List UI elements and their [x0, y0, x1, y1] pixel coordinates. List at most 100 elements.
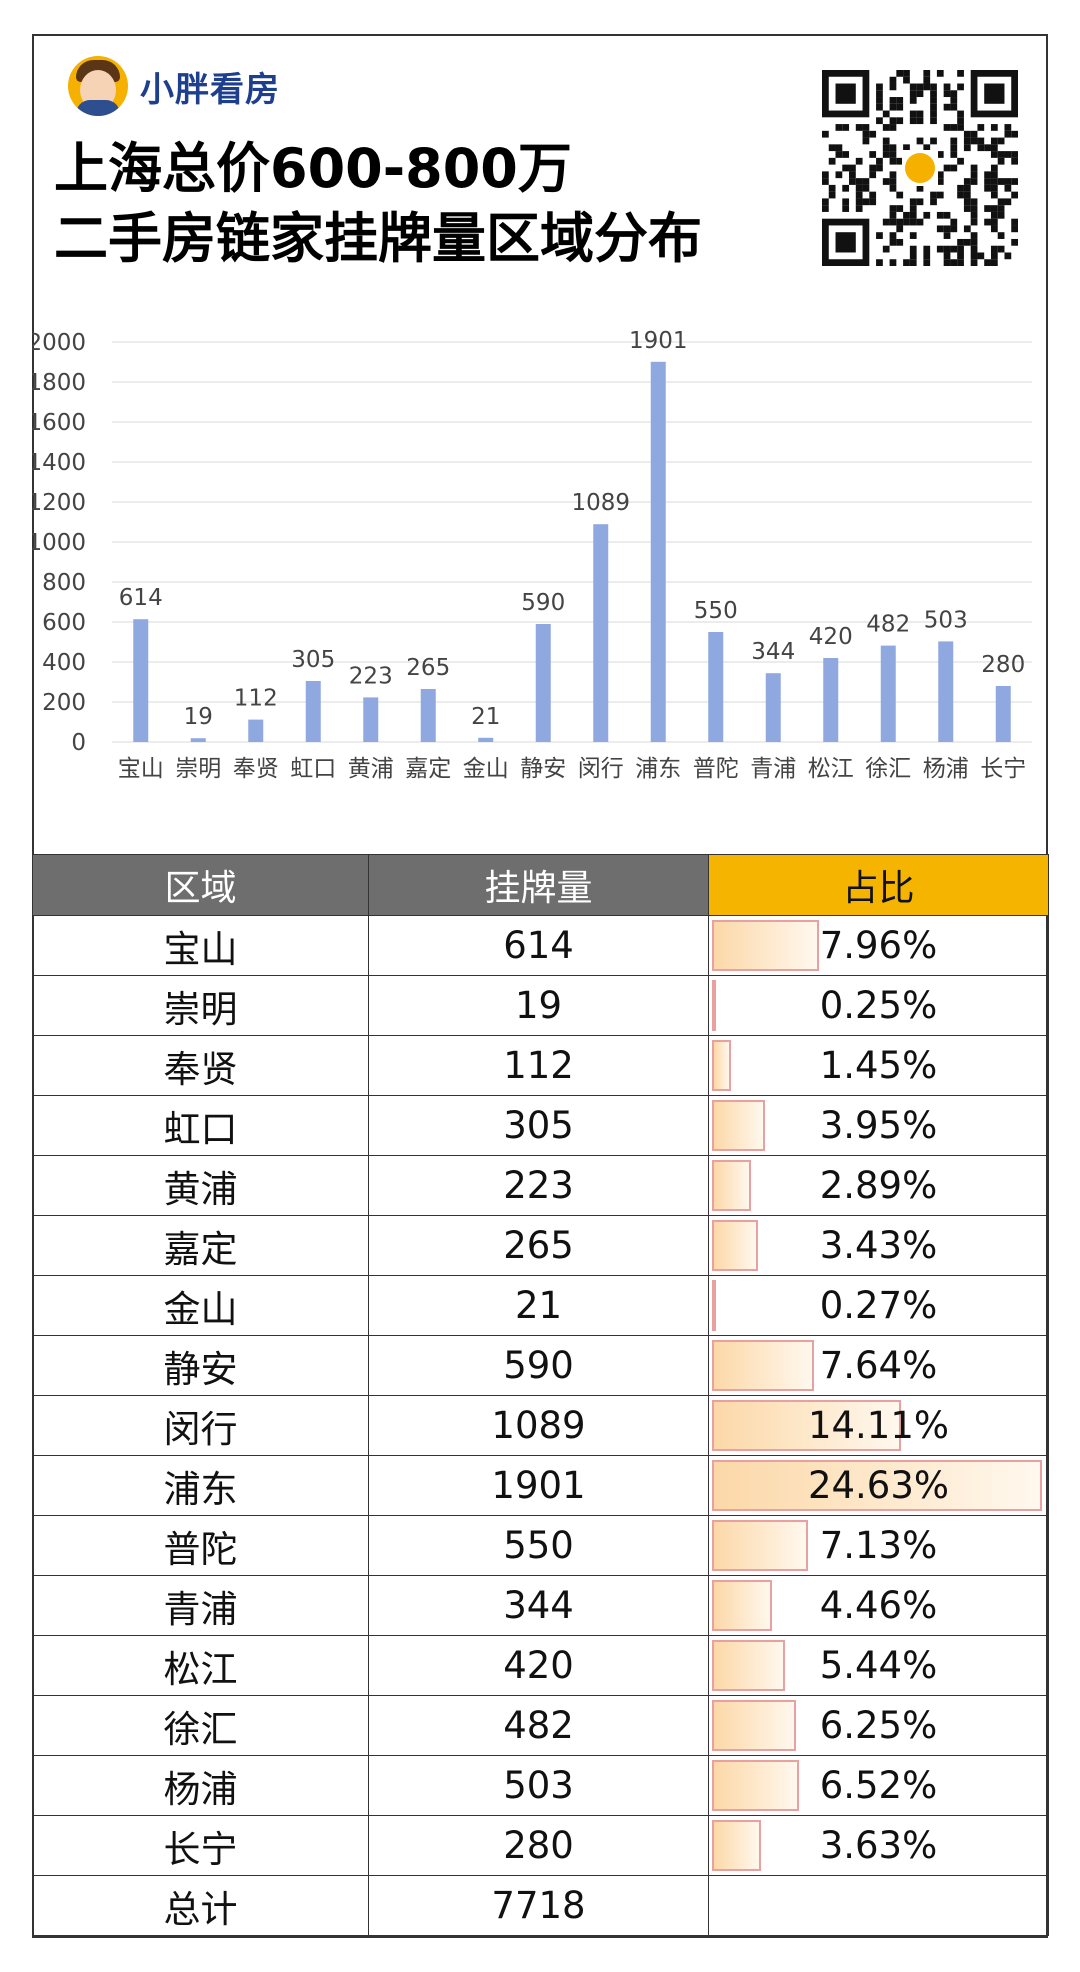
bar-chart: 0 200 400 600 800 1000 1200 1400 1600 1800 2000 614…: [32, 328, 1032, 782]
region-cell: 浦东: [32, 1455, 369, 1516]
share-bar: [712, 1040, 732, 1091]
share-bar: [712, 980, 716, 1031]
region-cell: 黄浦: [32, 1155, 369, 1216]
x-tick-label: 浦东: [635, 756, 681, 782]
page-title: 上海总价600-800万 二手房链家挂牌量区域分布: [54, 134, 702, 274]
y-tick-label: 200: [42, 690, 86, 716]
region-cell: 长宁: [32, 1815, 369, 1876]
share-cell: 2.89%: [708, 1155, 1049, 1216]
bar: [995, 686, 1011, 742]
share-cell: 0.27%: [708, 1275, 1049, 1336]
count-cell: 305: [368, 1095, 709, 1156]
count-cell: 614: [368, 915, 709, 976]
title-line-1: 上海总价600-800万: [54, 137, 572, 200]
count-cell: 223: [368, 1155, 709, 1216]
y-tick-label: 1600: [32, 410, 86, 436]
bar: [593, 524, 609, 742]
share-bar: [712, 1220, 758, 1271]
share-bar: [712, 1580, 772, 1631]
data-label: 550: [694, 598, 738, 624]
share-bar: [712, 1280, 716, 1331]
poster-header: 小胖看房 上海总价600-800万 二手房链家挂牌量区域分布: [32, 34, 1048, 854]
share-text: 7.64%: [819, 1344, 938, 1387]
data-table: 区域 挂牌量 占比 宝山 614 7.96% 崇明 19 0.25% 奉贤 112 1.45% 虹…: [32, 854, 1049, 1936]
data-label: 19: [184, 704, 213, 730]
share-text: 5.44%: [819, 1644, 938, 1687]
header-count: 挂牌量: [368, 854, 709, 916]
data-label: 112: [234, 686, 278, 712]
share-cell: 7.13%: [708, 1515, 1049, 1576]
share-bar: [712, 1460, 1042, 1511]
share-bar: [712, 1400, 902, 1451]
table-row: 闵行 1089 14.11%: [32, 1395, 1049, 1456]
data-label: 590: [521, 590, 565, 616]
share-bar: [712, 1100, 765, 1151]
bar: [708, 632, 724, 742]
table-row: 静安 590 7.64%: [32, 1335, 1049, 1396]
x-tick-label: 嘉定: [405, 756, 451, 782]
share-cell: 6.52%: [708, 1755, 1049, 1816]
share-bar: [712, 1760, 800, 1811]
x-tick-label: 青浦: [750, 756, 796, 782]
region-cell: 虹口: [32, 1095, 369, 1156]
table-row: 青浦 344 4.46%: [32, 1575, 1049, 1636]
x-tick-label: 闵行: [578, 756, 624, 782]
y-tick-label: 1400: [32, 450, 86, 476]
share-cell: 6.25%: [708, 1695, 1049, 1756]
x-tick-label: 长宁: [980, 756, 1026, 782]
count-cell: 21: [368, 1275, 709, 1336]
total-count: 7718: [368, 1875, 709, 1936]
table-row: 虹口 305 3.95%: [32, 1095, 1049, 1156]
share-bar: [712, 1520, 808, 1571]
avatar-icon: [68, 56, 128, 116]
share-text: 6.52%: [819, 1764, 938, 1807]
total-share-empty: [708, 1875, 1049, 1936]
bar: [535, 624, 551, 742]
data-label: 344: [751, 639, 795, 665]
y-tick-label: 0: [71, 730, 86, 756]
count-cell: 420: [368, 1635, 709, 1696]
data-label: 305: [291, 647, 335, 673]
bar: [880, 645, 896, 742]
share-bar: [712, 920, 819, 971]
region-cell: 崇明: [32, 975, 369, 1036]
data-label: 223: [349, 663, 393, 689]
share-text: 7.13%: [819, 1524, 938, 1567]
table-row: 杨浦 503 6.52%: [32, 1755, 1049, 1816]
share-text: 0.25%: [819, 984, 938, 1027]
share-cell: 7.64%: [708, 1335, 1049, 1396]
share-text: 2.89%: [819, 1164, 938, 1207]
share-cell: 3.43%: [708, 1215, 1049, 1276]
data-label: 21: [471, 704, 500, 730]
brand-row: 小胖看房: [68, 54, 280, 118]
region-cell: 奉贤: [32, 1035, 369, 1096]
bar: [765, 673, 781, 742]
share-cell: 24.63%: [708, 1455, 1049, 1516]
share-cell: 14.11%: [708, 1395, 1049, 1456]
bar: [133, 619, 149, 742]
x-tick-label: 宝山: [118, 756, 164, 782]
data-label: 280: [981, 652, 1025, 678]
table-row: 长宁 280 3.63%: [32, 1815, 1049, 1876]
total-label: 总计: [32, 1875, 369, 1936]
brand-name: 小胖看房: [140, 69, 280, 110]
share-cell: 7.96%: [708, 915, 1049, 976]
x-tick-label: 普陀: [693, 756, 739, 782]
region-cell: 静安: [32, 1335, 369, 1396]
region-cell: 宝山: [32, 915, 369, 976]
table-row: 浦东 1901 24.63%: [32, 1455, 1049, 1516]
count-cell: 112: [368, 1035, 709, 1096]
share-bar: [712, 1640, 785, 1691]
region-cell: 杨浦: [32, 1755, 369, 1816]
table-row: 金山 21 0.27%: [32, 1275, 1049, 1336]
x-tick-label: 徐汇: [865, 756, 911, 782]
x-tick-label: 松江: [808, 756, 854, 782]
share-text: 4.46%: [819, 1584, 938, 1627]
x-tick-label: 崇明: [175, 756, 221, 782]
share-cell: 0.25%: [708, 975, 1049, 1036]
bar: [190, 738, 206, 742]
region-cell: 嘉定: [32, 1215, 369, 1276]
table-row: 普陀 550 7.13%: [32, 1515, 1049, 1576]
x-tick-label: 静安: [520, 756, 566, 782]
count-cell: 265: [368, 1215, 709, 1276]
